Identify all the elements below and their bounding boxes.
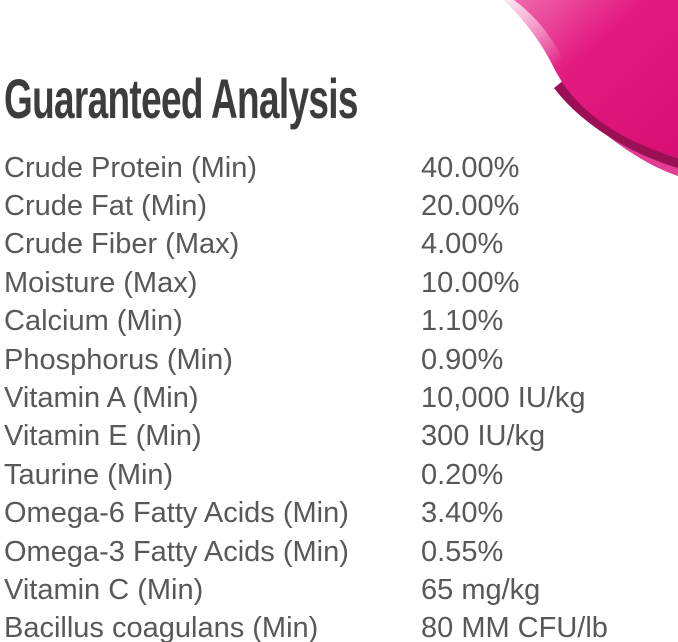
row-label: Taurine (Min) bbox=[4, 458, 174, 491]
row-label: Omega-6 Fatty Acids (Min) bbox=[4, 497, 349, 530]
row-label: Vitamin C (Min) bbox=[4, 573, 204, 606]
row-label: Calcium (Min) bbox=[4, 305, 183, 338]
row-label: Crude Fat (Min) bbox=[4, 190, 208, 223]
row-value: 20.00% bbox=[421, 190, 520, 223]
row-value: 80 MM CFU/lb bbox=[421, 612, 608, 642]
row-label: Vitamin E (Min) bbox=[4, 420, 202, 453]
row-value: 1.10% bbox=[421, 305, 504, 338]
row-label: Bacillus coagulans (Min) bbox=[4, 612, 319, 642]
table-row: Phosphorus (Min) 0.90% bbox=[0, 341, 678, 379]
row-value: 10,000 IU/kg bbox=[421, 382, 586, 415]
table-row: Calcium (Min) 1.10% bbox=[0, 303, 678, 341]
row-value: 300 IU/kg bbox=[421, 420, 546, 453]
table-row: Vitamin A (Min) 10,000 IU/kg bbox=[0, 379, 678, 417]
table-row: Moisture (Max) 10.00% bbox=[0, 264, 678, 302]
table-row: Crude Fat (Min) 20.00% bbox=[0, 187, 678, 225]
table-row: Omega-6 Fatty Acids (Min) 3.40% bbox=[0, 495, 678, 533]
row-value: 0.90% bbox=[421, 343, 504, 376]
row-label: Phosphorus (Min) bbox=[4, 343, 233, 376]
table-row: Vitamin C (Min) 65 mg/kg bbox=[0, 571, 678, 609]
page-title: Guaranteed Analysis bbox=[4, 67, 358, 130]
swoosh-sheen bbox=[504, 0, 678, 158]
row-value: 65 mg/kg bbox=[421, 573, 541, 606]
row-label: Moisture (Max) bbox=[4, 266, 198, 299]
table-row: Taurine (Min) 0.20% bbox=[0, 456, 678, 494]
row-value: 4.00% bbox=[421, 228, 504, 261]
row-value: 0.20% bbox=[421, 458, 504, 491]
row-value: 10.00% bbox=[421, 266, 520, 299]
table-row: Vitamin E (Min) 300 IU/kg bbox=[0, 418, 678, 456]
row-label: Vitamin A (Min) bbox=[4, 382, 199, 415]
swoosh-body bbox=[504, 0, 678, 158]
row-value: 3.40% bbox=[421, 497, 504, 530]
analysis-table: Crude Protein (Min) 40.00% Crude Fat (Mi… bbox=[0, 149, 678, 642]
table-row: Omega-3 Fatty Acids (Min) 0.55% bbox=[0, 533, 678, 571]
table-row: Bacillus coagulans (Min) 80 MM CFU/lb bbox=[0, 610, 678, 642]
row-label: Omega-3 Fatty Acids (Min) bbox=[4, 535, 349, 568]
table-row: Crude Protein (Min) 40.00% bbox=[0, 149, 678, 187]
row-label: Crude Fiber (Max) bbox=[4, 228, 240, 261]
row-value: 40.00% bbox=[421, 151, 520, 184]
row-value: 0.55% bbox=[421, 535, 504, 568]
row-label: Crude Protein (Min) bbox=[4, 151, 258, 184]
table-row: Crude Fiber (Max) 4.00% bbox=[0, 226, 678, 264]
